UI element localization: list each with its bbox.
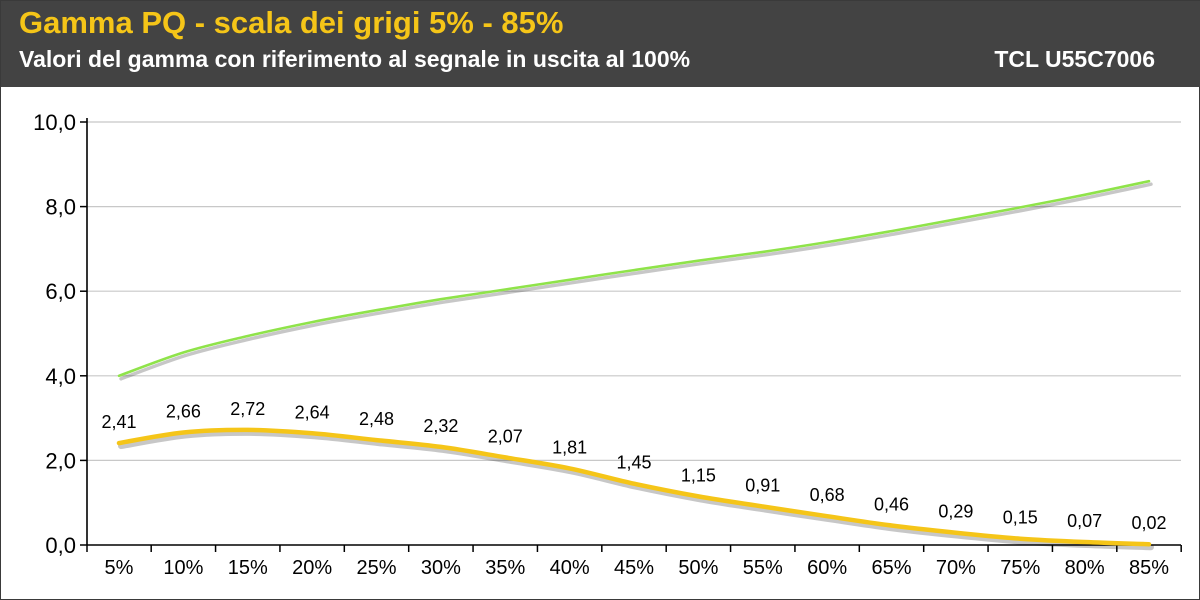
tv-model-label: TCL U55C7006 — [994, 46, 1155, 72]
x-tick-label: 20% — [292, 557, 332, 579]
data-label: 2,64 — [295, 402, 330, 422]
data-label: 1,81 — [552, 437, 587, 457]
x-tick-label: 30% — [421, 557, 461, 579]
data-label: 0,46 — [874, 495, 909, 515]
y-tick-label: 8,0 — [45, 195, 76, 220]
y-tick-label: 0,0 — [45, 533, 76, 558]
x-tick-label: 5% — [105, 557, 134, 579]
x-tick-label: 80% — [1065, 557, 1105, 579]
measured-gamma-line — [116, 427, 1152, 547]
x-tick-label: 85% — [1129, 557, 1169, 579]
y-tick-label: 2,0 — [45, 448, 76, 473]
axes: 0,0 2,0 4,0 6,0 8,0 10,0 5% 10% 15% 20% 25% 30% 35% 4… — [33, 110, 1182, 579]
data-label: 2,41 — [101, 412, 136, 432]
x-tick-label: 45% — [614, 557, 654, 579]
y-tick-label: 6,0 — [45, 279, 76, 304]
chart-title: Gamma PQ - scala dei grigi 5% - 85% — [19, 5, 564, 40]
data-label: 0,15 — [1003, 508, 1038, 528]
x-tick-label: 25% — [356, 557, 396, 579]
data-label: 2,66 — [166, 401, 201, 421]
chart-header: Gamma PQ - scala dei grigi 5% - 85% Valo… — [1, 1, 1200, 87]
x-tick-label: 15% — [228, 557, 268, 579]
x-tick-label: 35% — [485, 557, 525, 579]
x-tick-label: 60% — [807, 557, 847, 579]
y-tick-label: 10,0 — [33, 110, 76, 135]
x-tick-label: 10% — [163, 557, 203, 579]
data-label: 1,15 — [681, 465, 716, 485]
y-tick-label: 4,0 — [45, 364, 76, 389]
data-label: 0,07 — [1067, 511, 1102, 531]
chart-subtitle: Valori del gamma con riferimento al segn… — [19, 46, 691, 72]
data-label: 0,68 — [810, 485, 845, 505]
grid-lines — [87, 121, 1181, 461]
gamma-chart: 0,0 2,0 4,0 6,0 8,0 10,0 5% 10% 15% 20% 25% 30% 35% 4… — [33, 110, 1182, 579]
data-label: 0,29 — [938, 502, 973, 522]
data-label: 2,07 — [488, 426, 523, 446]
data-labels: 2,41 2,66 2,72 2,64 2,48 2,32 2,07 1,81 1,45 1,15… — [101, 399, 1166, 533]
data-label: 2,72 — [230, 399, 265, 419]
reference-gamma-line-shadow — [119, 182, 1153, 381]
data-label: 0,02 — [1131, 513, 1166, 533]
x-tick-label: 75% — [1000, 557, 1040, 579]
measured-gamma-line-shadow — [118, 429, 1154, 551]
series-lines — [116, 179, 1154, 551]
data-label: 0,91 — [745, 476, 780, 496]
x-tick-label: 40% — [550, 557, 590, 579]
data-label: 2,48 — [359, 409, 394, 429]
x-tick-label: 55% — [743, 557, 783, 579]
x-tick-label: 50% — [678, 557, 718, 579]
data-label: 1,45 — [616, 453, 651, 473]
data-label: 2,32 — [423, 416, 458, 436]
x-tick-label: 70% — [936, 557, 976, 579]
reference-gamma-line — [117, 179, 1151, 378]
x-tick-label: 65% — [871, 557, 911, 579]
